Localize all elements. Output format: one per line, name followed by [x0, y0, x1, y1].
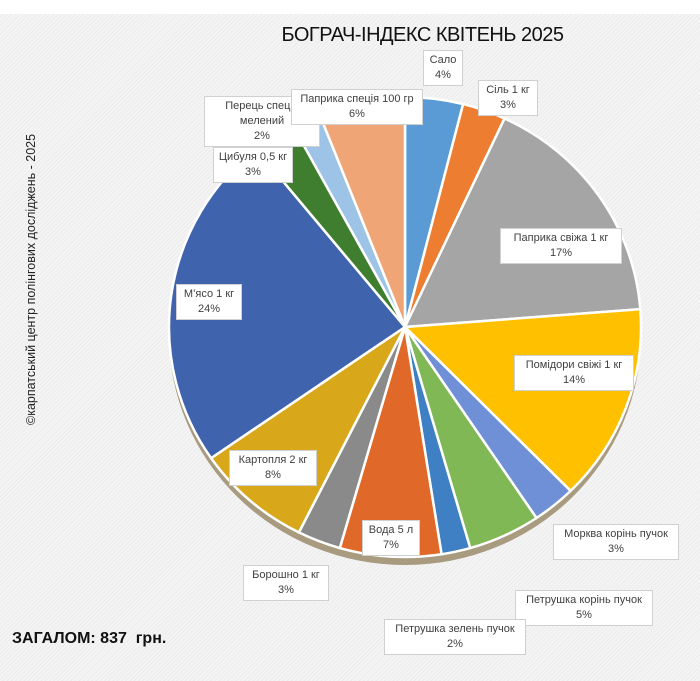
data-label: Цибуля 0,5 кг 3%: [213, 147, 293, 183]
total-text: ЗАГАЛОМ: 837 грн.: [12, 630, 167, 647]
data-label: Паприка свіжа 1 кг 17%: [500, 228, 622, 264]
data-label-value: 3%: [608, 543, 624, 555]
data-label-value: 7%: [383, 539, 399, 551]
data-label: Морква корінь пучок 3%: [553, 524, 679, 560]
data-label: Картопля 2 кг 8%: [229, 450, 317, 486]
data-label: Помідори свіжі 1 кг 14%: [514, 355, 634, 391]
data-label-category: Петрушка зелень пучок: [395, 623, 515, 635]
pie-slice-7: [338, 326, 443, 559]
data-label-category: Помідори свіжі 1 кг: [525, 359, 623, 371]
data-label: Паприка спеція 100 гр 6%: [291, 89, 423, 125]
data-label-category: Борошно 1 кг: [252, 569, 320, 581]
data-label-value: 6%: [349, 108, 365, 120]
data-label: Петрушка зелень пучок 2%: [384, 619, 526, 655]
data-label-category: Картопля 2 кг: [238, 454, 308, 466]
data-label-value: 8%: [265, 469, 281, 481]
data-label-category: Паприка свіжа 1 кг: [513, 232, 609, 244]
data-label-category: Сіль 1 кг: [486, 84, 530, 96]
data-label-category: Перець спеція мелений: [225, 100, 299, 127]
data-label-category: Вода 5 л: [368, 524, 414, 536]
data-label-value: 5%: [576, 609, 592, 621]
data-label: Борошно 1 кг 3%: [243, 565, 329, 601]
data-label: Сіль 1 кг 3%: [478, 80, 538, 116]
data-label-category: Морква корінь пучок: [564, 528, 668, 540]
data-label-value: 2%: [254, 130, 270, 142]
data-label-value: 3%: [278, 584, 294, 596]
data-label-value: 3%: [500, 99, 516, 111]
data-label-category: Паприка спеція 100 гр: [300, 93, 414, 105]
data-label-category: Петрушка корінь пучок: [526, 594, 642, 606]
chart-title: БОГРАЧ-ІНДЕКС КВІТЕНЬ 2025: [281, 24, 564, 46]
data-label: Петрушка корінь пучок 5%: [515, 590, 653, 626]
data-label: Сало 4%: [423, 50, 463, 86]
pie-slice-2: [402, 116, 642, 329]
data-label-value: 2%: [447, 638, 463, 650]
data-label-category: Цибуля 0,5 кг: [218, 151, 288, 163]
pie-slice-3: [402, 307, 643, 493]
data-label-value: 3%: [245, 166, 261, 178]
data-label-category: М’ясо 1 кг: [183, 288, 235, 300]
data-label-value: 14%: [562, 374, 586, 386]
data-label: Вода 5 л 7%: [362, 520, 420, 556]
data-label-value: 4%: [435, 69, 451, 81]
data-label-value: 24%: [197, 303, 221, 315]
data-label-value: 17%: [549, 247, 573, 259]
data-label-category: Сало: [429, 54, 457, 66]
data-label: М’ясо 1 кг 24%: [176, 284, 242, 320]
